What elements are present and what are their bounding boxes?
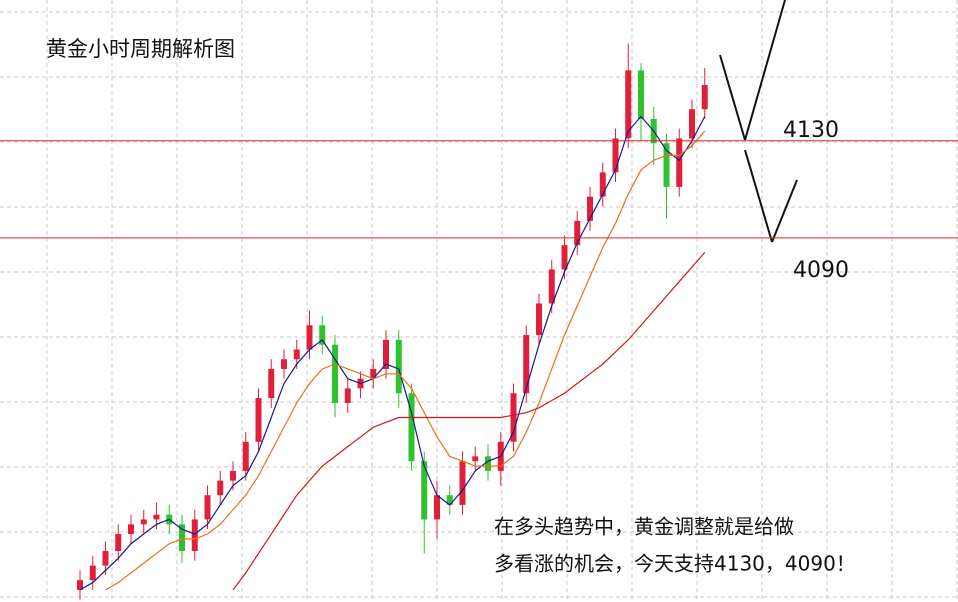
candle-body [306,325,313,350]
candle-body [332,344,338,403]
candle-body [625,70,632,139]
candle-body [268,368,275,399]
candle-body [701,84,708,110]
candle-body [510,393,517,442]
candle-body [153,514,160,520]
candle-body [255,398,262,442]
candle-body [523,334,530,394]
candle-body [89,565,96,581]
candle-body [689,109,695,139]
level-label: 4090 [793,258,849,283]
candle-body [179,524,185,552]
candle-body [446,495,453,505]
candle-body [191,519,198,552]
zigzag [744,0,786,141]
candle-body [395,339,402,394]
zigzag [744,149,773,243]
candle-body [638,70,644,119]
candle-body [242,441,249,471]
moving-average [105,130,706,591]
plot [77,43,708,600]
candle-body [115,534,122,552]
candle-body [319,325,326,345]
candle-body [370,368,377,379]
candle-body [548,269,555,304]
candle-body [587,196,593,221]
candle-body [204,495,211,520]
annotation: 多看涨的机会，今天支持4130，4090！ [494,552,856,576]
candle-body [128,524,134,535]
candle-body [230,470,236,481]
moving-average [79,115,706,591]
candle-body [676,138,683,187]
candle-body [217,480,224,496]
candle-body [663,143,670,187]
candle-body [77,580,83,590]
candle-body [485,456,491,471]
candle-body [383,339,389,369]
candle-body [140,519,147,525]
zigzag [719,54,746,141]
chart-title: 黄金小时周期解析图 [46,37,235,61]
annotation: 在多头趋势中，黄金调整就是给做 [494,515,794,539]
candle-body [472,456,479,462]
moving-average [232,252,706,591]
candle-body [293,349,300,360]
candle-body [536,303,542,335]
candle-body [408,393,415,462]
candle-body [459,461,466,505]
candle-body [344,388,351,403]
candle-body [612,138,619,173]
candle-body [281,359,287,369]
candle-body [599,172,606,197]
candle-body [434,495,440,520]
candle-body [421,461,428,520]
candle-body [574,220,581,246]
zigzag [771,179,798,243]
level-label: 4130 [783,118,839,143]
candle-body [102,551,109,566]
candle-body [561,245,568,270]
